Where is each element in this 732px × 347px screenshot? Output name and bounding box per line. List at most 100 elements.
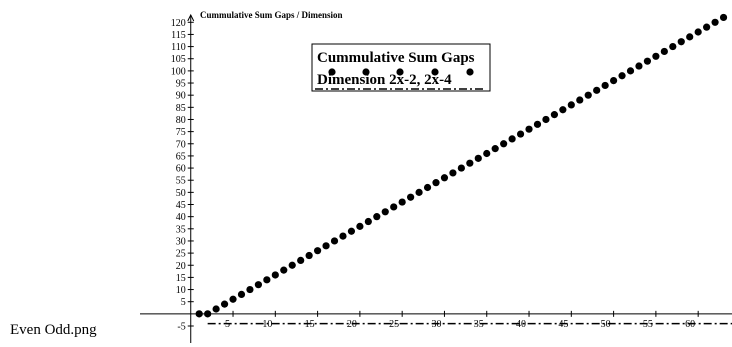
y-tick-label: 30 — [176, 236, 186, 247]
legend-box — [311, 43, 491, 92]
x-tick-label: 40 — [516, 319, 526, 330]
data-point — [246, 285, 254, 294]
x-tick-label: 50 — [601, 319, 611, 330]
data-point — [626, 67, 635, 75]
data-point — [195, 310, 203, 318]
data-point — [533, 120, 542, 128]
y-tick-label: 10 — [176, 285, 186, 296]
x-tick-label: 15 — [305, 319, 315, 330]
data-point — [297, 256, 305, 264]
data-point — [356, 222, 364, 230]
data-point — [322, 242, 330, 250]
data-point — [559, 106, 567, 114]
data-point — [550, 111, 559, 119]
data-point — [432, 179, 440, 187]
y-tick-label: 45 — [176, 200, 186, 211]
x-tick-label: 30 — [431, 319, 441, 330]
legend-marker — [466, 68, 474, 76]
caption: Even Odd.png — [10, 322, 97, 338]
data-point — [339, 232, 347, 240]
data-point — [407, 193, 415, 201]
y-tick-label: 95 — [176, 79, 186, 90]
data-point — [508, 135, 516, 143]
data-point — [288, 261, 296, 269]
x-tick-label: 10 — [262, 319, 272, 330]
data-point — [669, 42, 677, 51]
y-tick-label: 35 — [176, 224, 186, 235]
data-point — [449, 169, 457, 177]
y-tick-label: -5 — [177, 321, 185, 332]
data-point — [220, 300, 229, 308]
y-tick-label: 40 — [176, 212, 186, 223]
data-point — [398, 198, 406, 206]
data-point — [567, 101, 575, 109]
y-tick-label: 110 — [171, 42, 186, 53]
data-point — [314, 247, 322, 255]
data-point — [364, 217, 372, 226]
data-point — [440, 174, 449, 182]
y-axis-arrow — [187, 13, 195, 22]
y-tick-label: 15 — [176, 273, 186, 284]
data-point — [677, 38, 685, 46]
y-tick-label: 120 — [171, 18, 186, 29]
data-point — [271, 271, 279, 279]
x-tick-label: 5 — [225, 319, 230, 330]
data-point — [254, 281, 262, 289]
data-point — [719, 13, 728, 22]
data-point — [457, 164, 465, 172]
y-tick-label: 20 — [176, 261, 186, 272]
data-point — [660, 47, 668, 56]
data-point — [474, 154, 482, 162]
data-point — [381, 208, 389, 216]
legend-marker — [396, 68, 404, 76]
data-point — [237, 290, 246, 299]
y-tick-label: 105 — [171, 54, 186, 65]
data-point — [305, 251, 313, 260]
x-tick-label: 55 — [643, 319, 653, 330]
data-point — [415, 188, 423, 196]
x-tick-label: 60 — [685, 319, 695, 330]
legend-label: Cummulative Sum Gaps — [317, 50, 475, 66]
data-point — [576, 96, 584, 104]
y-tick-label: 55 — [176, 176, 186, 187]
data-point — [652, 52, 660, 60]
y-tick-label: 60 — [176, 164, 186, 175]
data-point — [423, 183, 432, 192]
data-point — [466, 159, 474, 167]
data-point — [618, 72, 626, 80]
legend-marker — [328, 68, 336, 76]
legend-marker — [362, 68, 370, 76]
data-point — [212, 305, 220, 313]
data-point — [643, 57, 652, 65]
data-point — [500, 140, 508, 148]
data-point — [593, 86, 601, 94]
y-tick-label: 25 — [176, 249, 186, 260]
data-point — [204, 310, 212, 318]
y-tick-label: 115 — [171, 30, 186, 41]
data-point — [491, 145, 499, 153]
y-tick-label: 65 — [176, 151, 186, 162]
data-point — [347, 227, 356, 235]
legend-label: Dimension 2x-2, 2x-4 — [317, 72, 452, 88]
data-point — [525, 125, 533, 133]
data-point — [694, 28, 702, 36]
y-tick-label: 70 — [176, 139, 186, 150]
data-point — [610, 77, 618, 85]
legend-marker — [431, 68, 439, 76]
x-tick-label: 25 — [389, 319, 399, 330]
y-tick-label: 5 — [181, 297, 186, 308]
data-point — [280, 266, 288, 274]
data-point — [635, 62, 643, 70]
y-tick-label: 100 — [171, 66, 186, 77]
x-tick-label: 35 — [474, 319, 484, 330]
data-point — [686, 33, 694, 41]
data-point — [390, 203, 398, 211]
y-tick-label: 75 — [176, 127, 186, 138]
x-tick-label: 45 — [558, 319, 568, 330]
data-point — [584, 91, 592, 99]
data-point — [229, 295, 237, 303]
x-tick-label: 20 — [347, 319, 357, 330]
y-tick-label: 50 — [176, 188, 186, 199]
